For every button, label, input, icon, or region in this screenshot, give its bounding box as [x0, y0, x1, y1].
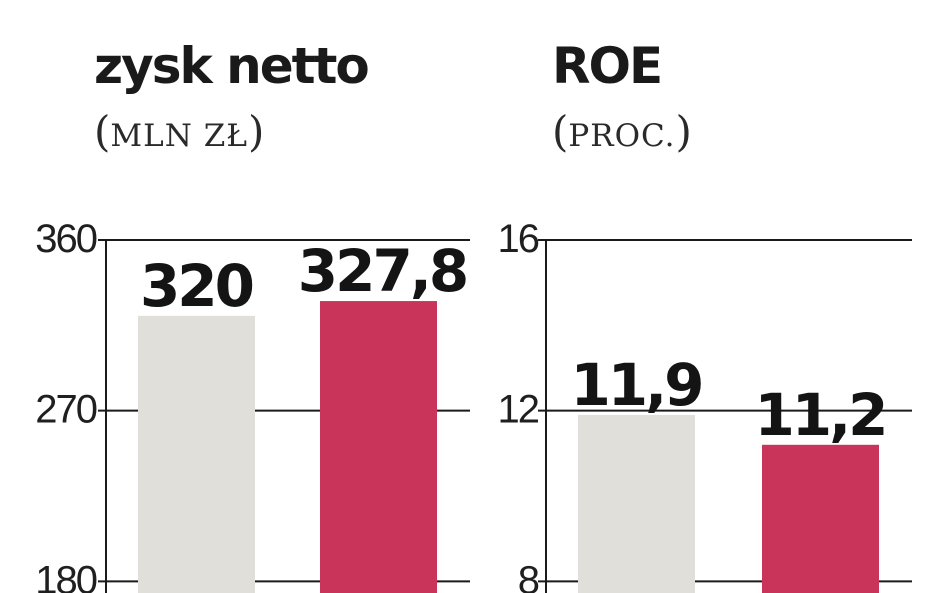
y-tick-label: 12 [498, 388, 539, 432]
chart-subtitle-text: MLN ZŁ [110, 118, 248, 154]
bar-value-label: 11,9 [570, 351, 701, 419]
bar [578, 414, 695, 593]
y-tick-label: 180 [35, 558, 96, 593]
y-tick-label: 270 [35, 388, 96, 432]
y-tick-label: 8 [518, 558, 539, 593]
chart-title: ROE [552, 37, 663, 95]
bar-value-label: 11,2 [754, 381, 885, 449]
chart-subtitle-text: PROC. [568, 118, 676, 154]
y-tick-label: 360 [35, 217, 96, 261]
chart-panel-roe: ROE (PROC.) 8 12 16 11,9 11,2 [478, 0, 948, 593]
bar-value-label: 320 [140, 252, 253, 320]
y-tick-label: 16 [498, 217, 539, 261]
roe-plot: 8 12 16 11,9 11,2 [498, 217, 912, 593]
bar [138, 315, 255, 593]
net-profit-plot: 180 270 360 320 327,8 [35, 217, 470, 593]
chart-title: zysk netto [94, 37, 370, 95]
bar [762, 444, 879, 593]
chart-subtitle: (PROC.) [552, 107, 692, 156]
bar [320, 301, 437, 593]
chart-panel-net-profit: zysk netto (MLN ZŁ) 180 270 360 320 327,8 [35, 37, 470, 593]
bar-value-label: 327,8 [298, 237, 466, 305]
chart-subtitle: (MLN ZŁ) [94, 107, 265, 156]
